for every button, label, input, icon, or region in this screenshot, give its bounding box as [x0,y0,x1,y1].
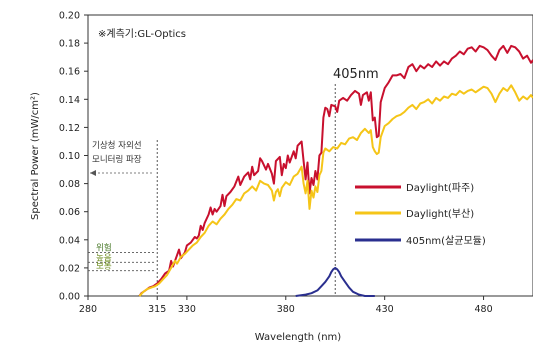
plot-area [87,14,533,297]
level-label: 높음 [96,253,112,263]
y-tick-label: 0.04 [59,235,80,246]
series-line-2 [138,84,533,297]
series-lines [138,44,533,297]
legend: Daylight(파주) Daylight(부산) 405nm(살균모듈) [355,182,486,247]
x-tick-label: 330 [178,304,196,315]
y-tick-label: 0.16 [59,67,80,78]
series-line-3 [295,266,375,297]
y-tick-label: 0.10 [59,151,80,162]
x-axis-label: Wavelength (nm) [255,332,341,343]
level-label: 위험 [96,243,112,253]
y-tick-label: 0.12 [59,123,80,134]
legend-label-series-1: Daylight(파주) [406,182,474,194]
y-tick-label: 0.06 [59,207,80,218]
y-tick-label: 0.20 [59,11,80,22]
instrument-note: ※계측기:GL-Optics [98,28,186,40]
y-axis-ticks: 0.00 0.02 0.04 0.06 0.08 0.10 0.12 0.14 0.16 0.18… [59,11,88,303]
x-tick-label: 480 [474,304,492,315]
x-tick-label: 380 [277,304,295,315]
level-label: 보통 [96,262,112,272]
y-axis-label: Spectral Power (mW/cm²) [30,92,41,220]
x-tick-label: 280 [79,304,97,315]
x-tick-label: 430 [376,304,394,315]
y-tick-label: 0.18 [59,39,80,50]
legend-label-series-2: Daylight(부산) [406,208,474,220]
peak-label: 405nm [333,67,379,82]
uv-monitor-label-line-2: 모니터링 파장 [92,154,142,165]
uv-monitor-arrow-head [90,170,96,176]
legend-label-series-3: 405nm(살균모듈) [406,235,486,247]
uv-monitor-label-line-1: 기상청 자외선 [92,140,142,151]
y-tick-label: 0.00 [59,292,80,303]
x-axis-ticks: 280 315 330 380 430 480 [79,296,493,315]
x-tick-label: 315 [148,304,166,315]
series-line-1 [138,44,533,297]
y-tick-label: 0.08 [59,179,80,190]
y-tick-label: 0.02 [59,263,80,274]
y-tick-label: 0.14 [59,95,80,106]
reference-lines [156,84,336,296]
